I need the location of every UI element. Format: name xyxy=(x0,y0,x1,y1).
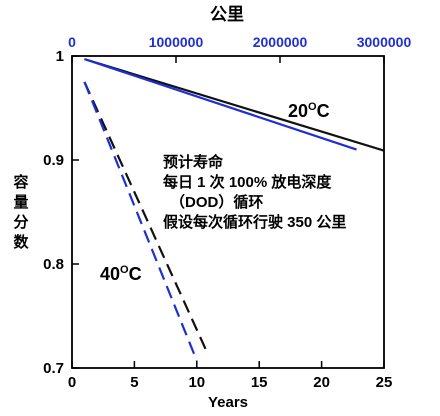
series-20c-black xyxy=(84,58,385,152)
y-tick-label: 1 xyxy=(56,48,64,65)
temp-label-20c: 20OC xyxy=(288,101,330,121)
x-top-tick-label: 0 xyxy=(68,34,76,50)
temp-label-40c-unit: C xyxy=(129,264,142,284)
x-top-tick-label: 1000000 xyxy=(149,34,204,50)
y-axis-label: 容 量 分 数 xyxy=(12,173,29,251)
temp-label-40c: 40OC xyxy=(100,264,142,284)
temp-label-20c-num: 20 xyxy=(288,101,308,121)
y-tick-label: 0.8 xyxy=(43,256,64,273)
annotation-line: 每日 1 次 100% 放电深度 xyxy=(163,173,332,191)
x-top-axis-label: 公里 xyxy=(210,5,244,24)
x-top-tick-label: 2000000 xyxy=(253,34,308,50)
y-axis-label-char: 量 xyxy=(13,194,28,211)
y-axis-label-char: 数 xyxy=(13,233,29,251)
x-top-tick-label: 3000000 xyxy=(357,34,412,50)
y-axis: 0.7 0.8 0.9 1 xyxy=(43,48,79,377)
annotation-line: 假设每次循环行驶 350 公里 xyxy=(163,213,346,231)
series-20c-blue xyxy=(84,58,357,151)
x-bottom-tick-label: 0 xyxy=(68,374,76,391)
plot-frame xyxy=(71,55,385,369)
annotation-line: 预计寿命 xyxy=(163,153,224,171)
y-tick-label: 0.7 xyxy=(43,360,64,377)
x-bottom-tick-label: 20 xyxy=(313,374,330,391)
temp-label-20c-sup: O xyxy=(308,101,317,113)
x-top-axis: 0 1000000 2000000 3000000 xyxy=(68,34,411,63)
x-bottom-tick-label: 15 xyxy=(251,374,268,391)
series-40c-black xyxy=(83,81,210,355)
annotation-line: （DOD）循环 xyxy=(170,193,263,211)
temp-label-20c-unit: C xyxy=(317,101,330,121)
series-40c-blue xyxy=(83,81,198,362)
series-layer xyxy=(83,58,385,362)
y-axis-label-char: 分 xyxy=(13,214,28,231)
temp-label-40c-num: 40 xyxy=(100,264,120,284)
x-bottom-tick-label: 25 xyxy=(376,374,393,391)
x-bottom-axis: 0 5 10 15 20 25 xyxy=(68,361,393,391)
temp-label-40c-sup: O xyxy=(120,264,129,276)
y-tick-label: 0.9 xyxy=(43,152,64,169)
annotation-block: 预计寿命 每日 1 次 100% 放电深度 （DOD）循环 假设每次循环行驶 3… xyxy=(163,153,346,231)
x-bottom-axis-label: Years xyxy=(208,394,248,411)
y-axis-label-char: 容 xyxy=(12,173,28,191)
x-bottom-tick-label: 10 xyxy=(188,374,205,391)
x-bottom-tick-label: 5 xyxy=(130,374,138,391)
